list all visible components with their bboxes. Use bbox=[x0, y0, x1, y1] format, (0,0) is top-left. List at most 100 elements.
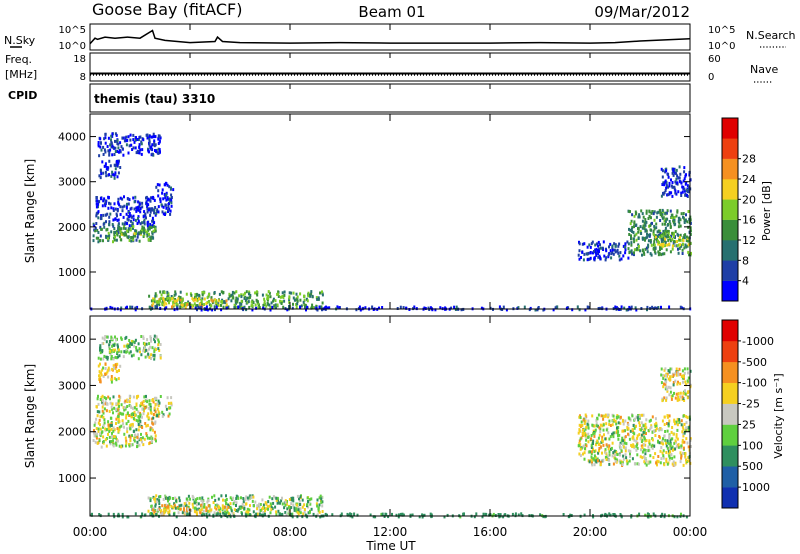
power-cell bbox=[108, 215, 111, 219]
velocity-cell bbox=[99, 380, 102, 384]
power-cell bbox=[151, 235, 154, 239]
velocity-cell bbox=[110, 375, 113, 378]
velocity-cell bbox=[114, 355, 117, 359]
velocity-cell bbox=[155, 494, 158, 498]
velocity-cell bbox=[124, 444, 127, 448]
power-cell bbox=[148, 143, 151, 147]
power-cell bbox=[234, 301, 237, 305]
velocity-cell bbox=[110, 440, 113, 443]
velocity-cell bbox=[97, 394, 99, 398]
power-cell bbox=[146, 207, 149, 211]
power-cell bbox=[154, 135, 157, 139]
power-cell bbox=[104, 162, 107, 166]
power-cell bbox=[552, 308, 555, 312]
power-cell bbox=[157, 210, 160, 214]
velocity-cell bbox=[617, 430, 620, 434]
power-cell bbox=[236, 300, 239, 304]
power-cell bbox=[111, 153, 114, 157]
power-cell bbox=[240, 293, 243, 297]
velocity-cell bbox=[623, 445, 625, 449]
power-cell bbox=[170, 201, 173, 205]
power-cell bbox=[679, 218, 682, 222]
power-cell bbox=[147, 228, 150, 232]
power-cell bbox=[277, 290, 280, 294]
velocity-cell bbox=[666, 462, 669, 466]
colorbar-segment bbox=[722, 260, 738, 281]
velocity-cell bbox=[675, 367, 678, 371]
power-cell bbox=[120, 145, 123, 149]
velocity-cell bbox=[223, 505, 226, 509]
power-cell bbox=[680, 191, 683, 195]
velocity-cell bbox=[612, 513, 615, 516]
power-cell bbox=[131, 305, 134, 309]
power-cell bbox=[142, 138, 145, 142]
power-cell bbox=[225, 303, 228, 307]
velocity-cell bbox=[233, 500, 236, 503]
power-cell bbox=[576, 305, 579, 309]
power-cell bbox=[262, 306, 265, 310]
velocity-cell bbox=[605, 513, 608, 517]
power-cell bbox=[129, 305, 132, 309]
velocity-cell bbox=[676, 437, 679, 441]
velocity-cell bbox=[102, 366, 105, 370]
velocity-cell bbox=[241, 506, 244, 510]
power-cell bbox=[633, 234, 636, 238]
velocity-cell bbox=[130, 443, 133, 447]
velocity-cell bbox=[607, 431, 610, 435]
velocity-cell bbox=[128, 442, 131, 446]
power-cell bbox=[198, 293, 201, 297]
colorbar-tick-label: 8 bbox=[742, 254, 749, 267]
power-cell bbox=[154, 229, 157, 233]
power-cell bbox=[139, 222, 142, 226]
power-cell bbox=[117, 231, 120, 235]
power-cell bbox=[665, 169, 668, 173]
velocity-cell bbox=[619, 421, 622, 425]
velocity-cell bbox=[281, 496, 283, 500]
velocity-cell bbox=[381, 512, 384, 516]
velocity-cell bbox=[114, 348, 117, 352]
velocity-cell bbox=[682, 463, 685, 467]
power-cell bbox=[607, 253, 610, 257]
power-cell bbox=[151, 224, 154, 228]
velocity-cell bbox=[641, 456, 644, 460]
velocity-cell bbox=[129, 439, 132, 442]
velocity-cell bbox=[98, 374, 100, 378]
velocity-y-label: Slant Range [km] bbox=[23, 364, 37, 468]
velocity-cell bbox=[225, 511, 228, 515]
velocity-cell bbox=[593, 463, 596, 467]
y-tick-label: 1000 bbox=[58, 472, 86, 485]
power-cell bbox=[299, 298, 302, 302]
power-cell bbox=[358, 305, 361, 309]
power-cell bbox=[305, 308, 307, 312]
velocity-cell bbox=[671, 448, 674, 452]
velocity-cell bbox=[108, 368, 111, 372]
power-cell bbox=[177, 297, 180, 301]
velocity-cell bbox=[255, 512, 258, 516]
power-cell bbox=[147, 237, 150, 241]
velocity-cell bbox=[668, 458, 671, 462]
velocity-cell bbox=[133, 344, 136, 348]
velocity-cell bbox=[224, 499, 227, 503]
velocity-cell bbox=[165, 496, 168, 500]
velocity-cell bbox=[631, 428, 634, 432]
power-cell bbox=[291, 306, 294, 310]
velocity-cell bbox=[675, 445, 678, 449]
velocity-cell bbox=[660, 381, 663, 385]
power-cell bbox=[581, 250, 584, 254]
power-cell bbox=[683, 170, 686, 174]
power-cell bbox=[556, 305, 559, 309]
power-cell bbox=[139, 210, 142, 214]
velocity-cell bbox=[104, 362, 107, 366]
velocity-cell bbox=[146, 400, 149, 404]
power-cell bbox=[254, 291, 257, 295]
power-cell bbox=[668, 305, 671, 309]
velocity-cell bbox=[110, 335, 113, 339]
power-cell bbox=[648, 210, 651, 214]
power-cell bbox=[653, 224, 656, 228]
velocity-cell bbox=[669, 367, 672, 371]
power-cell bbox=[237, 305, 240, 309]
power-cell bbox=[667, 230, 670, 233]
velocity-cell bbox=[157, 508, 160, 512]
velocity-cell bbox=[303, 510, 306, 514]
power-cell bbox=[279, 295, 282, 299]
